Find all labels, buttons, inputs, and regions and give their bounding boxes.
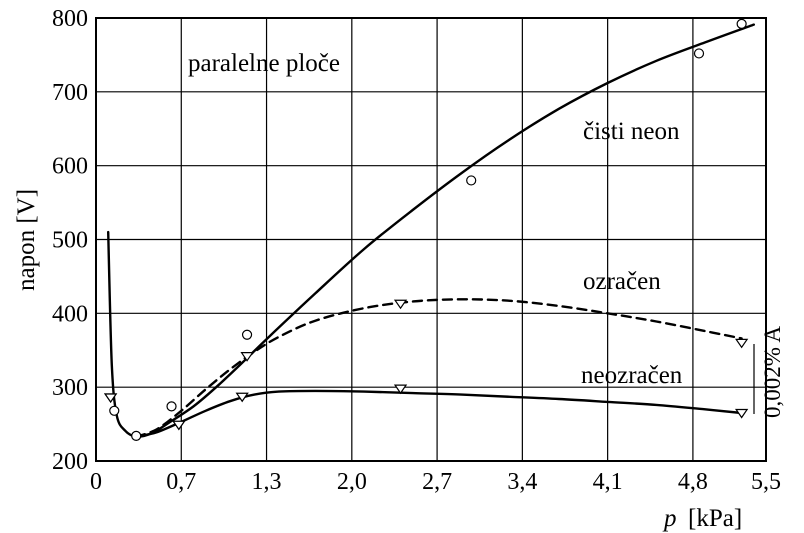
data-point-pure-neon-3 xyxy=(241,329,253,340)
data-point-non-irradiated-3 xyxy=(393,384,408,395)
x-tick-label-5: 3,4 xyxy=(507,469,537,495)
data-point-pure-neon-4 xyxy=(466,175,477,186)
x-tick-label-0: 0 xyxy=(90,469,102,495)
y-axis-label: napon [V] xyxy=(13,189,40,291)
x-tick-label-7: 4,8 xyxy=(678,469,708,495)
series-label-non-irradiated: neozračen xyxy=(581,362,683,389)
x-axis-unit: [kPa] xyxy=(688,505,742,532)
data-point-pure-neon-6 xyxy=(736,18,747,30)
y-tick-label-200: 200 xyxy=(52,449,88,475)
y-tick-label-700: 700 xyxy=(52,80,88,106)
series-line-pure-neon xyxy=(107,23,755,438)
series-curves xyxy=(107,23,755,438)
y-tick-label-600: 600 xyxy=(52,154,88,180)
data-point-non-irradiated-1 xyxy=(172,420,186,431)
data-markers xyxy=(103,18,749,441)
plot-frame xyxy=(95,17,767,462)
data-point-pure-neon-0 xyxy=(109,405,120,416)
y-tick-label-300: 300 xyxy=(52,375,88,401)
series-line-irradiated xyxy=(135,298,743,438)
annotation-setup: paralelne ploče xyxy=(188,50,340,77)
tick-labels: 200 300 400 500 600 700 800 0 0,7 1,3 2,0 2,7 3,4 4,1… xyxy=(52,6,781,495)
data-point-irradiated-4 xyxy=(734,338,749,349)
y-tick-label-500: 500 xyxy=(52,228,88,254)
x-tick-label-4: 2,7 xyxy=(422,469,452,495)
grid xyxy=(96,18,766,461)
x-tick-label-3: 2,0 xyxy=(337,469,367,495)
data-point-pure-neon-1 xyxy=(131,430,142,441)
data-point-irradiated-2 xyxy=(240,352,254,362)
x-axis-symbol: p xyxy=(662,505,677,532)
data-point-non-irradiated-2 xyxy=(235,392,249,403)
y-tick-label-800: 800 xyxy=(52,6,88,32)
data-point-non-irradiated-0 xyxy=(103,393,118,404)
data-point-irradiated-3 xyxy=(393,299,408,310)
series-label-pure-neon: čisti neon xyxy=(583,118,680,145)
data-point-pure-neon-2 xyxy=(166,401,177,412)
x-tick-label-6: 4,1 xyxy=(593,469,623,495)
data-point-pure-neon-5 xyxy=(693,48,705,59)
annotation-current: 0,002% A xyxy=(760,326,785,418)
x-tick-label-2: 1,3 xyxy=(252,469,282,495)
series-line-non-irradiated xyxy=(135,389,743,438)
x-tick-label-1: 0,7 xyxy=(166,469,196,495)
data-point-non-irradiated-4 xyxy=(734,408,749,419)
y-tick-label-400: 400 xyxy=(52,301,88,327)
x-tick-label-8: 5,5 xyxy=(751,469,781,495)
series-label-irradiated: ozračen xyxy=(583,268,661,295)
